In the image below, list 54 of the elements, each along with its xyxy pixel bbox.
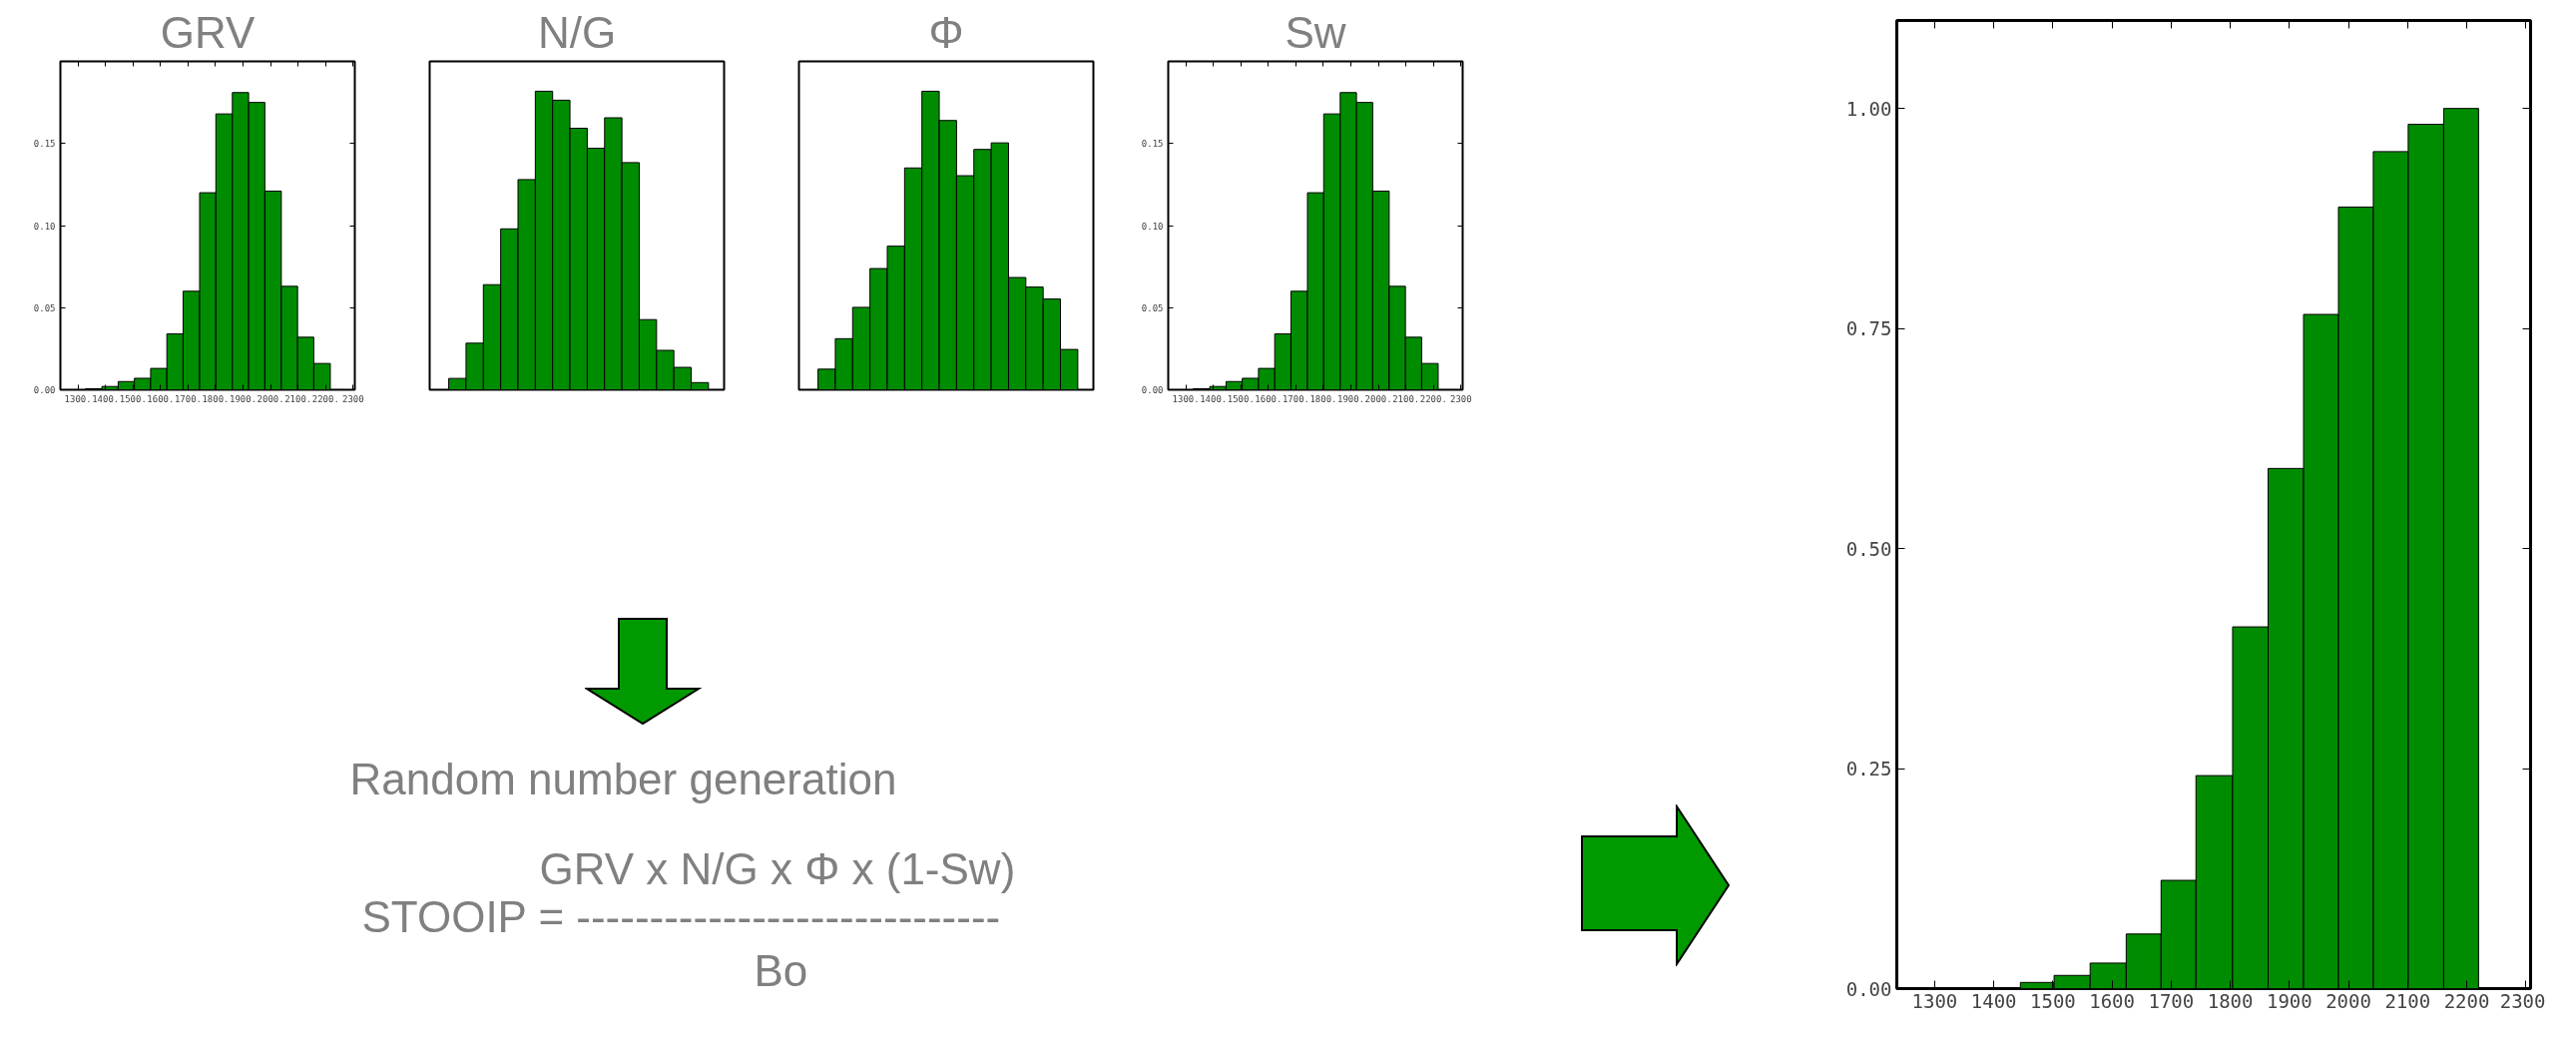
- y-tick-label: 0.25: [1845, 758, 1892, 780]
- text: Bo: [754, 946, 808, 995]
- y-tick-label: 0.15: [1141, 139, 1164, 150]
- y-tick-label: 1.00: [1845, 97, 1892, 120]
- x-tick-label: 2000: [2325, 989, 2371, 1012]
- x-tick-label: 1500.: [1227, 393, 1255, 404]
- x-tick-label: 2300: [2499, 989, 2546, 1012]
- x-tick-label: 2200.: [311, 393, 339, 404]
- x-tick-label: 1400.: [92, 393, 120, 404]
- y-tick-label: 0.15: [33, 139, 56, 150]
- y-tick-label: 0.10: [1141, 221, 1164, 232]
- y-tick-label: 0.00: [1845, 977, 1892, 1000]
- x-tick-label: 1300: [1911, 989, 1958, 1012]
- x-tick-label: 1700: [2148, 989, 2195, 1012]
- x-tick-label: 1800: [2207, 989, 2254, 1012]
- chart-title: Sw: [1285, 7, 1346, 57]
- x-tick-label: 2000.: [1364, 393, 1392, 404]
- x-tick-label: 1500.: [119, 393, 147, 404]
- x-tick-label: 1400.: [1200, 393, 1228, 404]
- x-tick-label: 2100: [2384, 989, 2431, 1012]
- x-tick-label: 2000.: [257, 393, 284, 404]
- x-tick-label: 1600.: [1255, 393, 1283, 404]
- y-tick-label: 0.05: [1141, 302, 1164, 313]
- x-tick-label: 2300: [342, 393, 364, 404]
- text: GRV x N/G x Φ x (1-Sw): [539, 844, 1016, 893]
- y-tick-label: 0.10: [33, 221, 56, 232]
- x-tick-label: 1600.: [147, 393, 175, 404]
- chart-title: GRV: [160, 7, 256, 57]
- y-tick-label: 0.00: [1141, 385, 1164, 395]
- x-tick-label: 1600: [2089, 989, 2135, 1012]
- x-tick-label: 1800.: [202, 393, 230, 404]
- x-tick-label: 1900: [2266, 989, 2313, 1012]
- x-tick-label: 2100.: [284, 393, 312, 404]
- chart-title: N/G: [537, 7, 617, 57]
- text: Random number generation: [349, 755, 897, 803]
- x-tick-label: 1700.: [1282, 393, 1309, 404]
- x-tick-label: 1300.: [1172, 393, 1200, 404]
- y-tick-label: 0.75: [1845, 317, 1892, 340]
- x-tick-label: 1800.: [1309, 393, 1337, 404]
- x-tick-label: 1900.: [230, 393, 258, 404]
- x-tick-label: 2100.: [1392, 393, 1420, 404]
- x-tick-label: 2300: [1450, 393, 1472, 404]
- x-tick-label: 1700.: [174, 393, 202, 404]
- x-tick-label: 2200.: [1419, 393, 1447, 404]
- y-tick-label: 0.50: [1845, 537, 1892, 560]
- x-tick-label: 1500: [2030, 989, 2076, 1012]
- y-tick-label: 0.05: [33, 302, 56, 313]
- x-tick-label: 1900.: [1337, 393, 1365, 404]
- text: STOOIP = -----------------------------: [361, 892, 1001, 941]
- x-tick-label: 2200: [2443, 989, 2490, 1012]
- x-tick-label: 1400: [1970, 989, 2017, 1012]
- x-tick-label: 1300.: [64, 393, 92, 404]
- chart-title: Φ: [928, 7, 964, 57]
- y-tick-label: 0.00: [33, 385, 56, 395]
